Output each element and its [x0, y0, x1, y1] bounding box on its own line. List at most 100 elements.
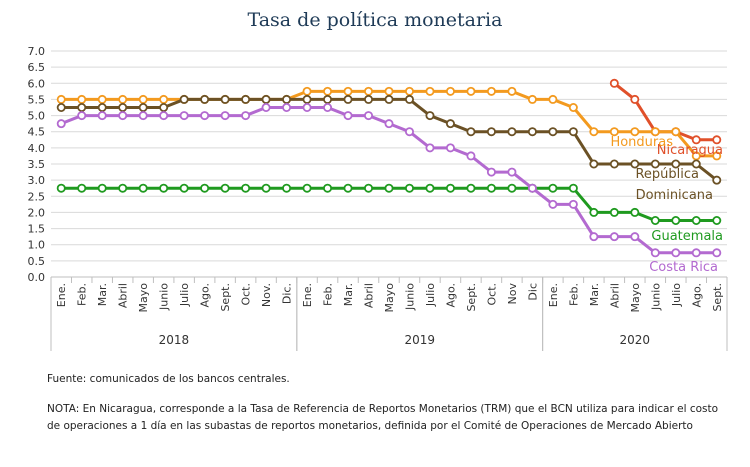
x-tick-label: Nov.	[260, 283, 273, 307]
data-point-guatemala	[241, 183, 251, 193]
data-point-honduras	[159, 94, 169, 104]
data-point-republica-dominicana	[261, 94, 271, 104]
data-point-costa-rica	[77, 111, 87, 121]
x-tick-label: Ene.	[55, 283, 68, 307]
label-guatemala: Guatemala	[651, 229, 723, 244]
data-point-republica-dominicana	[241, 94, 251, 104]
data-point-republica-dominicana	[364, 94, 374, 104]
x-tick-label: Mayo	[383, 283, 396, 313]
data-point-republica-dominicana	[343, 94, 353, 104]
data-point-guatemala	[323, 183, 333, 193]
x-tick-label: Julio	[424, 283, 437, 307]
x-tick-label: Mar.	[588, 283, 601, 306]
data-point-costa-rica	[486, 167, 496, 177]
x-tick-label: Mayo	[137, 283, 150, 313]
data-point-guatemala	[507, 183, 517, 193]
data-point-costa-rica	[261, 103, 271, 113]
data-point-republica-dominicana	[425, 111, 435, 121]
data-point-guatemala	[364, 183, 374, 193]
year-label: 2020	[620, 333, 651, 347]
data-point-honduras	[323, 86, 333, 96]
data-point-honduras	[77, 94, 87, 104]
data-point-guatemala	[712, 215, 722, 225]
data-point-costa-rica	[630, 232, 640, 242]
data-point-honduras	[486, 86, 496, 96]
x-tick-label: Ene.	[547, 283, 560, 307]
data-point-costa-rica	[282, 103, 292, 113]
data-point-republica-dominicana	[302, 94, 312, 104]
data-point-guatemala	[97, 183, 107, 193]
data-point-republica-dominicana	[200, 94, 210, 104]
x-tick-label: Ago.	[690, 283, 703, 308]
data-point-guatemala	[261, 183, 271, 193]
data-point-guatemala	[486, 183, 496, 193]
data-point-honduras	[97, 94, 107, 104]
data-point-republica-dominicana	[486, 127, 496, 137]
x-tick-label: Mayo	[629, 283, 642, 313]
y-tick-label: 6.5	[28, 61, 46, 74]
data-point-republica-dominicana	[589, 159, 599, 169]
data-point-republica-dominicana	[282, 94, 292, 104]
data-point-guatemala	[630, 207, 640, 217]
data-point-honduras	[302, 86, 312, 96]
x-tick-label: Feb.	[76, 283, 89, 306]
x-tick-label: Oct.	[485, 283, 498, 306]
source-note: Fuente: comunicados de los bancos centra…	[47, 373, 290, 385]
x-tick-label: Abril	[608, 283, 621, 308]
data-point-republica-dominicana	[630, 159, 640, 169]
data-point-republica-dominicana	[507, 127, 517, 137]
data-point-republica-dominicana	[77, 103, 87, 113]
y-tick-label: 2.5	[28, 190, 46, 203]
x-tick-label: Dic	[526, 283, 539, 301]
data-point-costa-rica	[548, 199, 558, 209]
data-point-honduras	[343, 86, 353, 96]
axes: 0.0 0.5 1.0 1.5 2.0 2.5 3.0 3.5 4.0 4.5 5.0 5.5 6.0 6…	[28, 45, 728, 351]
x-tick-label: Ago.	[199, 283, 212, 308]
data-point-guatemala	[650, 215, 660, 225]
data-point-guatemala	[77, 183, 87, 193]
data-point-republica-dominicana	[609, 159, 619, 169]
y-tick-label: 4.5	[28, 126, 46, 139]
data-point-costa-rica	[404, 127, 414, 137]
data-point-honduras	[404, 86, 414, 96]
data-point-costa-rica	[384, 119, 394, 129]
data-point-republica-dominicana	[527, 127, 537, 137]
data-point-republica-dominicana	[548, 127, 558, 137]
data-point-costa-rica	[507, 167, 517, 177]
data-point-republica-dominicana	[56, 103, 66, 113]
data-point-guatemala	[691, 215, 701, 225]
data-point-costa-rica	[650, 248, 660, 258]
data-point-honduras	[138, 94, 148, 104]
series-line-guatemala	[61, 186, 717, 222]
data-point-honduras	[445, 86, 455, 96]
data-point-guatemala	[343, 183, 353, 193]
label-dominicana: Dominicana	[636, 188, 713, 203]
data-point-guatemala	[56, 183, 66, 193]
x-tick-label: Junio	[158, 283, 171, 311]
data-point-republica-dominicana	[179, 94, 189, 104]
data-point-costa-rica	[97, 111, 107, 121]
label-costa-rica: Costa Rica	[649, 260, 718, 275]
y-tick-label: 3.5	[28, 158, 46, 171]
data-point-republica-dominicana	[650, 159, 660, 169]
y-tick-label: 5.0	[28, 110, 46, 123]
data-point-guatemala	[282, 183, 292, 193]
x-tick-label: Dic.	[281, 283, 294, 304]
data-point-guatemala	[609, 207, 619, 217]
data-point-guatemala	[548, 183, 558, 193]
data-point-honduras	[609, 127, 619, 137]
y-tick-label: 1.5	[28, 223, 46, 236]
data-point-republica-dominicana	[568, 127, 578, 137]
data-point-guatemala	[445, 183, 455, 193]
data-point-guatemala	[118, 183, 128, 193]
data-point-honduras	[364, 86, 374, 96]
x-tick-label: Mar.	[96, 283, 109, 306]
data-point-costa-rica	[323, 103, 333, 113]
data-point-nicaragua	[691, 135, 701, 145]
data-point-costa-rica	[445, 143, 455, 153]
data-point-republica-dominicana	[466, 127, 476, 137]
data-point-guatemala	[425, 183, 435, 193]
data-point-costa-rica	[118, 111, 128, 121]
x-tick-label: Sept.	[465, 283, 478, 312]
